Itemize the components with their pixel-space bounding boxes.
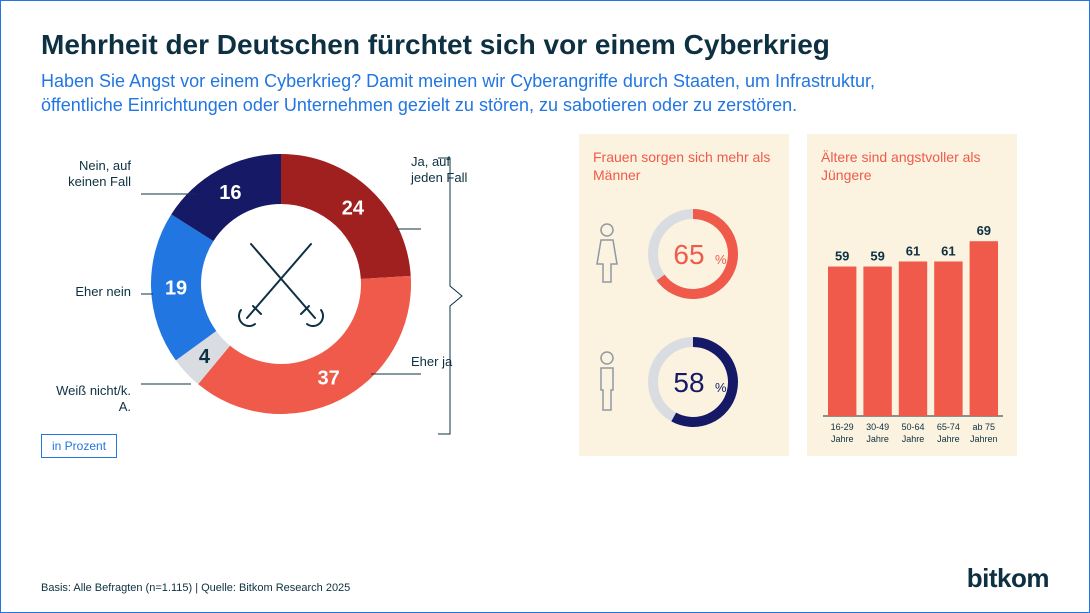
svg-text:Jahre: Jahre (866, 434, 889, 444)
svg-text:16-29: 16-29 (831, 422, 854, 432)
svg-text:61: 61 (941, 243, 955, 258)
age-bar-chart: 59 16-29 Jahre 59 30-49 Jahre 61 50-64 Jahre 61 65… (821, 194, 1005, 452)
svg-text:%: % (715, 252, 727, 267)
footer: Basis: Alle Befragten (n=1.115) | Quelle… (41, 563, 1049, 594)
donut-label-nein: Nein, aufkeinen Fall (41, 158, 131, 191)
female-row: 65% (593, 204, 775, 304)
bitkom-logo: bitkom (967, 563, 1049, 594)
svg-text:16: 16 (219, 182, 241, 204)
svg-text:24: 24 (342, 197, 365, 219)
age-panel-title: Ältere sind angstvoller als Jüngere (821, 148, 1003, 184)
male-row: 58% (593, 332, 775, 432)
svg-text:Jahre: Jahre (937, 434, 960, 444)
svg-text:50-64: 50-64 (901, 422, 924, 432)
source-text: Basis: Alle Befragten (n=1.115) | Quelle… (41, 582, 350, 594)
page-title: Mehrheit der Deutschen fürchtet sich vor… (41, 29, 1049, 61)
survey-question: Haben Sie Angst vor einem Cyberkrieg? Da… (41, 69, 941, 118)
svg-text:Jahre: Jahre (902, 434, 925, 444)
svg-text:4: 4 (199, 345, 211, 367)
svg-text:59: 59 (870, 249, 884, 264)
svg-text:65: 65 (673, 239, 704, 270)
age-panel: Ältere sind angstvoller als Jüngere 59 16… (807, 134, 1017, 456)
svg-text:Jahre: Jahre (831, 434, 854, 444)
bracket-icon (436, 146, 466, 446)
svg-text:69: 69 (977, 223, 991, 238)
svg-text:59: 59 (835, 249, 849, 264)
svg-text:ab 75: ab 75 (973, 422, 996, 432)
female-icon (593, 222, 621, 286)
svg-text:58: 58 (673, 367, 704, 398)
donut-label-ehernein: Eher nein (41, 284, 131, 300)
svg-text:%: % (715, 380, 727, 395)
svg-text:Jahren: Jahren (970, 434, 998, 444)
gender-panel: Frauen sorgen sich mehr als Männer 65% 5… (579, 134, 789, 456)
svg-text:19: 19 (165, 277, 187, 299)
charts-row: 243741916 Ja, aufjeden Fall Eher ja Weiß… (41, 134, 1049, 494)
gender-panel-title: Frauen sorgen sich mehr als Männer (593, 148, 775, 184)
donut-chart: 24 37 4 19 16 (141, 144, 421, 424)
svg-text:30-49: 30-49 (866, 422, 889, 432)
donut-label-wn: Weiß nicht/k. A. (41, 383, 131, 416)
male-icon (593, 350, 621, 414)
svg-text:61: 61 (906, 243, 920, 258)
female-ring: 65% (643, 204, 743, 304)
percent-legend: in Prozent (41, 434, 117, 458)
svg-text:37: 37 (318, 367, 340, 389)
male-ring: 58% (643, 332, 743, 432)
svg-text:65-74: 65-74 (937, 422, 960, 432)
donut-chart-area: 243741916 Ja, aufjeden Fall Eher ja Weiß… (41, 134, 561, 494)
